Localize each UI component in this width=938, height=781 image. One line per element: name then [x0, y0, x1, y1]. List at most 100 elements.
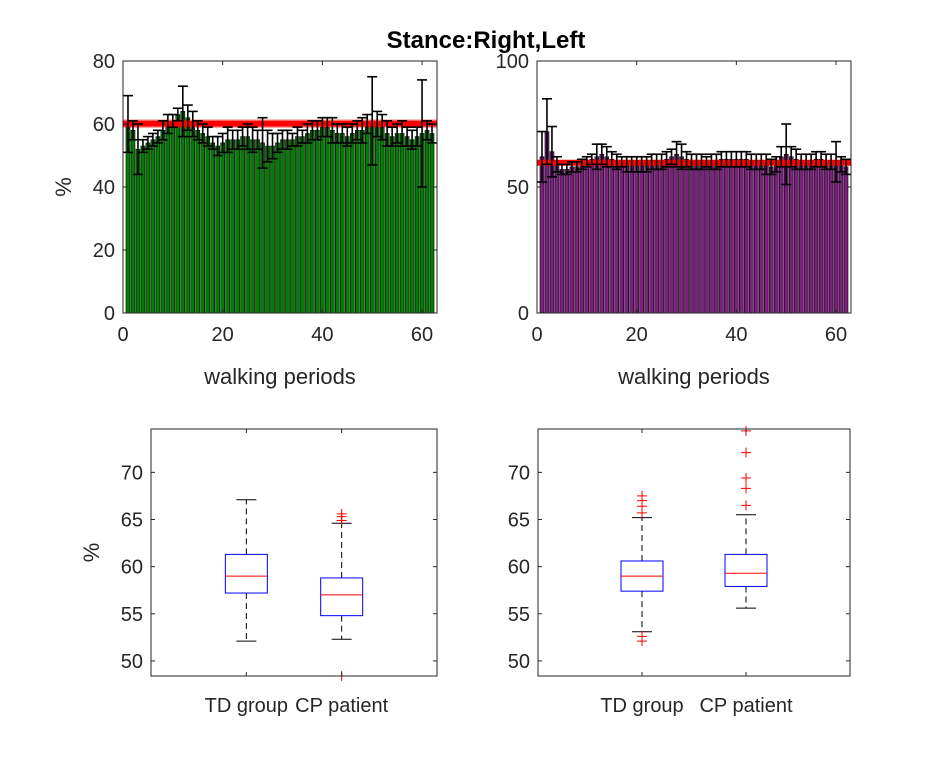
bar	[604, 156, 610, 314]
y-tick-label: 55	[121, 604, 143, 626]
y-tick-label: 50	[507, 177, 529, 199]
bar	[354, 130, 360, 314]
bar	[195, 130, 201, 314]
box-iqr	[224, 553, 268, 594]
bar	[629, 164, 634, 314]
bar	[818, 158, 824, 314]
bar	[300, 136, 305, 314]
bar	[798, 161, 804, 314]
x-tick-label: 40	[725, 324, 747, 346]
bar	[429, 133, 435, 314]
x-tick-label: 60	[825, 324, 847, 346]
bar	[290, 139, 295, 314]
bar	[315, 130, 320, 314]
bar	[374, 123, 380, 314]
bar	[843, 166, 849, 314]
bar	[130, 130, 136, 314]
bar	[744, 158, 749, 314]
y-tick-label: 60	[93, 114, 115, 136]
box-1	[224, 499, 268, 642]
bar	[674, 153, 679, 314]
bar	[170, 120, 176, 314]
y-tick-label: 50	[121, 651, 143, 673]
bar	[704, 161, 709, 314]
plot-area	[537, 61, 851, 313]
outlier-marker	[637, 631, 647, 642]
bar	[389, 136, 395, 314]
bar	[175, 114, 181, 314]
y-tick-label: 0	[518, 303, 529, 325]
bar	[230, 139, 235, 314]
figure-title: Stance:Right,Left	[387, 27, 586, 54]
bar	[689, 161, 694, 314]
outlier-marker	[336, 508, 347, 519]
axes-box	[122, 60, 438, 314]
bar	[265, 145, 270, 314]
bar	[559, 169, 565, 314]
bar	[724, 158, 729, 314]
bar	[828, 161, 834, 314]
bar	[320, 126, 325, 314]
bar	[305, 133, 310, 314]
bar	[714, 161, 719, 314]
bar	[709, 161, 714, 314]
bar	[564, 169, 570, 314]
axes-box	[537, 428, 851, 677]
bar	[554, 164, 560, 314]
x-tick-label: 20	[626, 324, 648, 346]
box-iqr	[724, 553, 768, 587]
bar	[808, 161, 814, 314]
bar	[699, 161, 704, 314]
bar	[664, 158, 669, 314]
bar	[255, 139, 260, 314]
bar	[654, 161, 659, 314]
bar	[584, 161, 590, 314]
bar	[205, 136, 211, 314]
bar	[285, 139, 290, 314]
bar	[624, 164, 630, 314]
outlier-marker	[741, 483, 751, 494]
bar	[619, 161, 625, 314]
bar	[669, 156, 674, 314]
outlier-marker	[741, 447, 751, 458]
bar	[379, 126, 385, 314]
bar	[729, 158, 734, 314]
bar	[639, 164, 644, 314]
bar	[155, 136, 161, 314]
bar	[270, 145, 275, 314]
bar	[215, 145, 220, 314]
box-iqr	[320, 577, 364, 617]
x-tick-label: 0	[531, 324, 542, 346]
bar	[404, 136, 410, 314]
bar	[768, 166, 774, 314]
bar	[150, 139, 156, 314]
bar	[409, 139, 415, 314]
x-tick-label: 0	[117, 324, 128, 346]
bar	[235, 139, 240, 314]
bar	[330, 130, 335, 314]
bar	[739, 158, 744, 314]
bar	[344, 136, 350, 314]
y-tick-label: 65	[121, 510, 143, 532]
bar	[644, 164, 649, 314]
bar	[609, 158, 615, 314]
x-tick-label: 20	[212, 324, 234, 346]
bar	[185, 117, 191, 314]
bar	[614, 161, 620, 314]
bar	[679, 156, 684, 314]
bar	[763, 164, 769, 314]
y-tick-label: 40	[93, 177, 115, 199]
bar	[793, 158, 799, 314]
x-axis-label: walking periods	[617, 364, 770, 389]
bar	[803, 161, 809, 314]
y-tick-label: 20	[93, 240, 115, 262]
bar	[788, 156, 794, 314]
bar	[719, 158, 724, 314]
y-tick-label: 60	[121, 557, 143, 579]
bar	[335, 133, 340, 314]
panel-2: 0 20 40 60 0 50 100 walking periods	[496, 51, 852, 389]
bar	[754, 161, 759, 314]
y-axis-label: %	[79, 543, 104, 563]
